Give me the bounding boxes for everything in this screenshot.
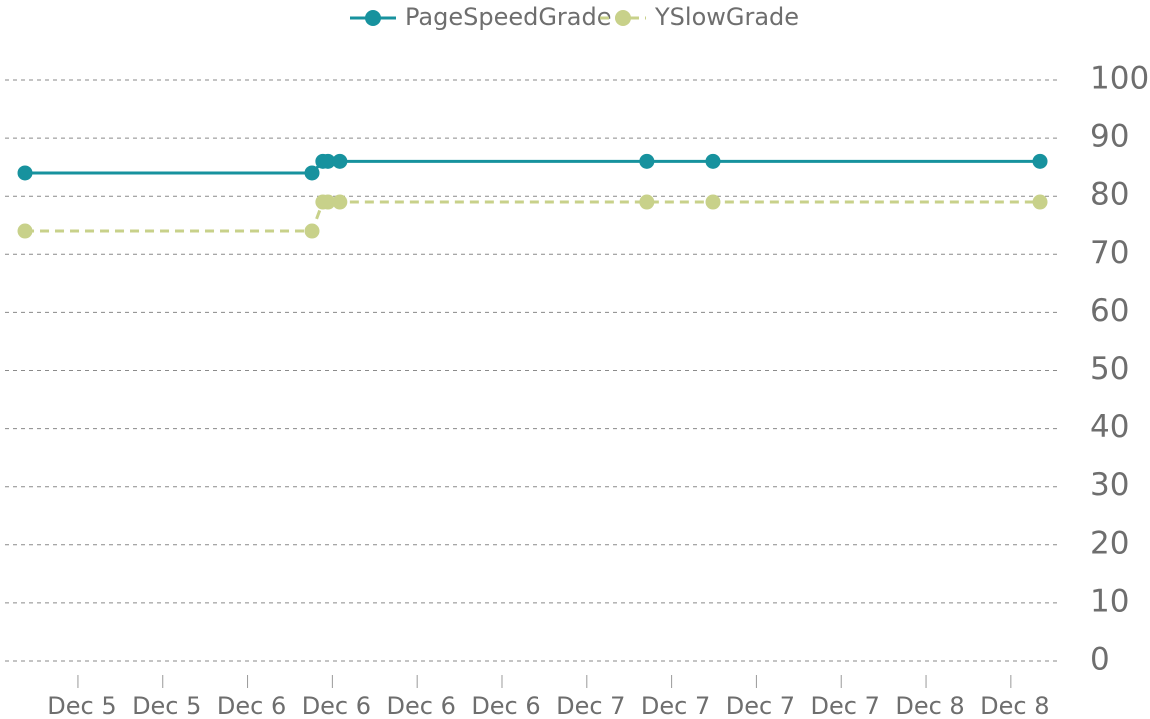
- y-tick-label: 100: [1090, 61, 1149, 97]
- legend-item: PageSpeedGrade: [350, 3, 612, 31]
- point: [304, 223, 320, 239]
- point: [1032, 194, 1048, 210]
- point: [320, 153, 336, 169]
- point: [332, 194, 348, 210]
- x-tick-label: Dec 7: [641, 692, 710, 719]
- x-tick-label: Dec 6: [471, 692, 540, 719]
- legend-marker: [615, 10, 631, 26]
- x-tick-label: Dec 6: [217, 692, 286, 719]
- point: [304, 165, 320, 181]
- y-tick-label: 80: [1090, 177, 1129, 213]
- y-tick-label: 50: [1090, 351, 1129, 387]
- x-tick-label: Dec 7: [556, 692, 625, 719]
- legend-item: YSlowGrade: [600, 3, 799, 31]
- point: [639, 194, 655, 210]
- series-line: [25, 200, 1041, 233]
- point: [705, 153, 721, 169]
- y-tick-label: 30: [1090, 467, 1129, 503]
- x-tick-label: Dec 5: [47, 692, 116, 719]
- x-tick-label: Dec 5: [132, 692, 201, 719]
- legend-label: PageSpeedGrade: [405, 3, 612, 31]
- point: [1032, 153, 1048, 169]
- legend-marker: [365, 10, 381, 26]
- x-tick-label: Dec 7: [811, 692, 880, 719]
- x-tick-label: Dec 6: [387, 692, 456, 719]
- y-tick-label: 0: [1090, 642, 1110, 678]
- x-tick-label: Dec 6: [302, 692, 371, 719]
- x-tick-label: Dec 7: [726, 692, 795, 719]
- y-tick-label: 60: [1090, 293, 1129, 329]
- y-tick-label: 40: [1090, 409, 1129, 445]
- y-tick-label: 20: [1090, 525, 1129, 561]
- series-line: [25, 159, 1041, 175]
- point: [320, 194, 336, 210]
- legend-label: YSlowGrade: [654, 3, 799, 31]
- y-tick-label: 10: [1090, 583, 1129, 619]
- point: [705, 194, 721, 210]
- point: [17, 223, 33, 239]
- point: [639, 153, 655, 169]
- x-tick-label: Dec 8: [895, 692, 964, 719]
- y-tick-label: 70: [1090, 235, 1129, 271]
- point: [17, 165, 33, 181]
- x-tick-label: Dec 8: [980, 692, 1049, 719]
- y-tick-label: 90: [1090, 119, 1129, 155]
- point: [332, 153, 348, 169]
